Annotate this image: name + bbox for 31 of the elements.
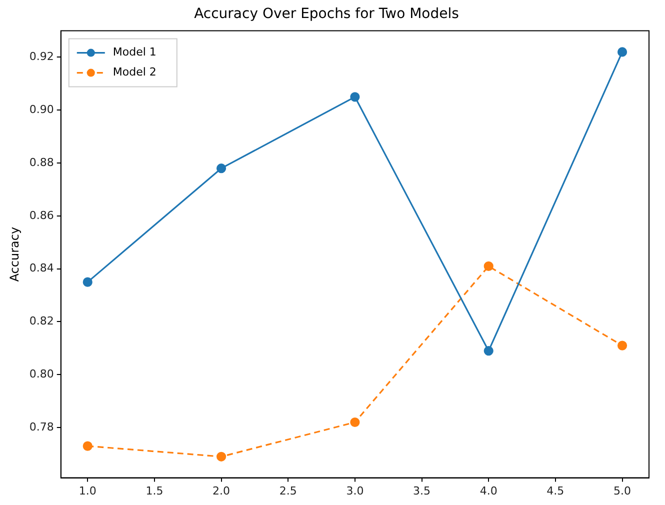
point bbox=[484, 261, 494, 272]
point bbox=[350, 92, 360, 102]
point bbox=[82, 277, 92, 287]
chart-title: Accuracy Over Epochs for Two Models bbox=[194, 6, 459, 22]
x-tick-label: 1.0 bbox=[78, 484, 96, 498]
y-tick-label: 0.80 bbox=[29, 368, 54, 381]
x-tick-label: 1.5 bbox=[146, 484, 164, 498]
point bbox=[82, 441, 92, 451]
x-tick-label: 4.5 bbox=[546, 484, 564, 498]
legend-label: Model 1 bbox=[112, 46, 156, 59]
y-tick-label: 0.82 bbox=[29, 314, 54, 328]
x-tick-label: 5.0 bbox=[614, 484, 632, 498]
y-tick-label: 0.84 bbox=[29, 262, 54, 275]
y-tick-label: 0.86 bbox=[29, 208, 54, 222]
point bbox=[617, 340, 628, 350]
x-tick-label: 2.5 bbox=[279, 484, 297, 498]
point bbox=[350, 417, 360, 428]
point bbox=[484, 346, 494, 356]
x-tick-label: 2.0 bbox=[212, 484, 230, 498]
point bbox=[216, 452, 226, 462]
y-tick-label: 0.78 bbox=[29, 420, 54, 434]
point bbox=[216, 164, 226, 174]
y-tick-label: 0.92 bbox=[29, 50, 54, 64]
x-tick-label: 4.0 bbox=[480, 484, 498, 498]
y-tick-label: 0.90 bbox=[29, 103, 54, 116]
x-tick-label: 3.0 bbox=[346, 484, 364, 498]
y-axis-title: Accuracy bbox=[7, 226, 22, 282]
x-tick-label: 3.5 bbox=[413, 484, 431, 498]
legend-label: Model 2 bbox=[112, 66, 156, 79]
y-tick-label: 0.88 bbox=[29, 156, 54, 169]
point bbox=[617, 47, 628, 57]
